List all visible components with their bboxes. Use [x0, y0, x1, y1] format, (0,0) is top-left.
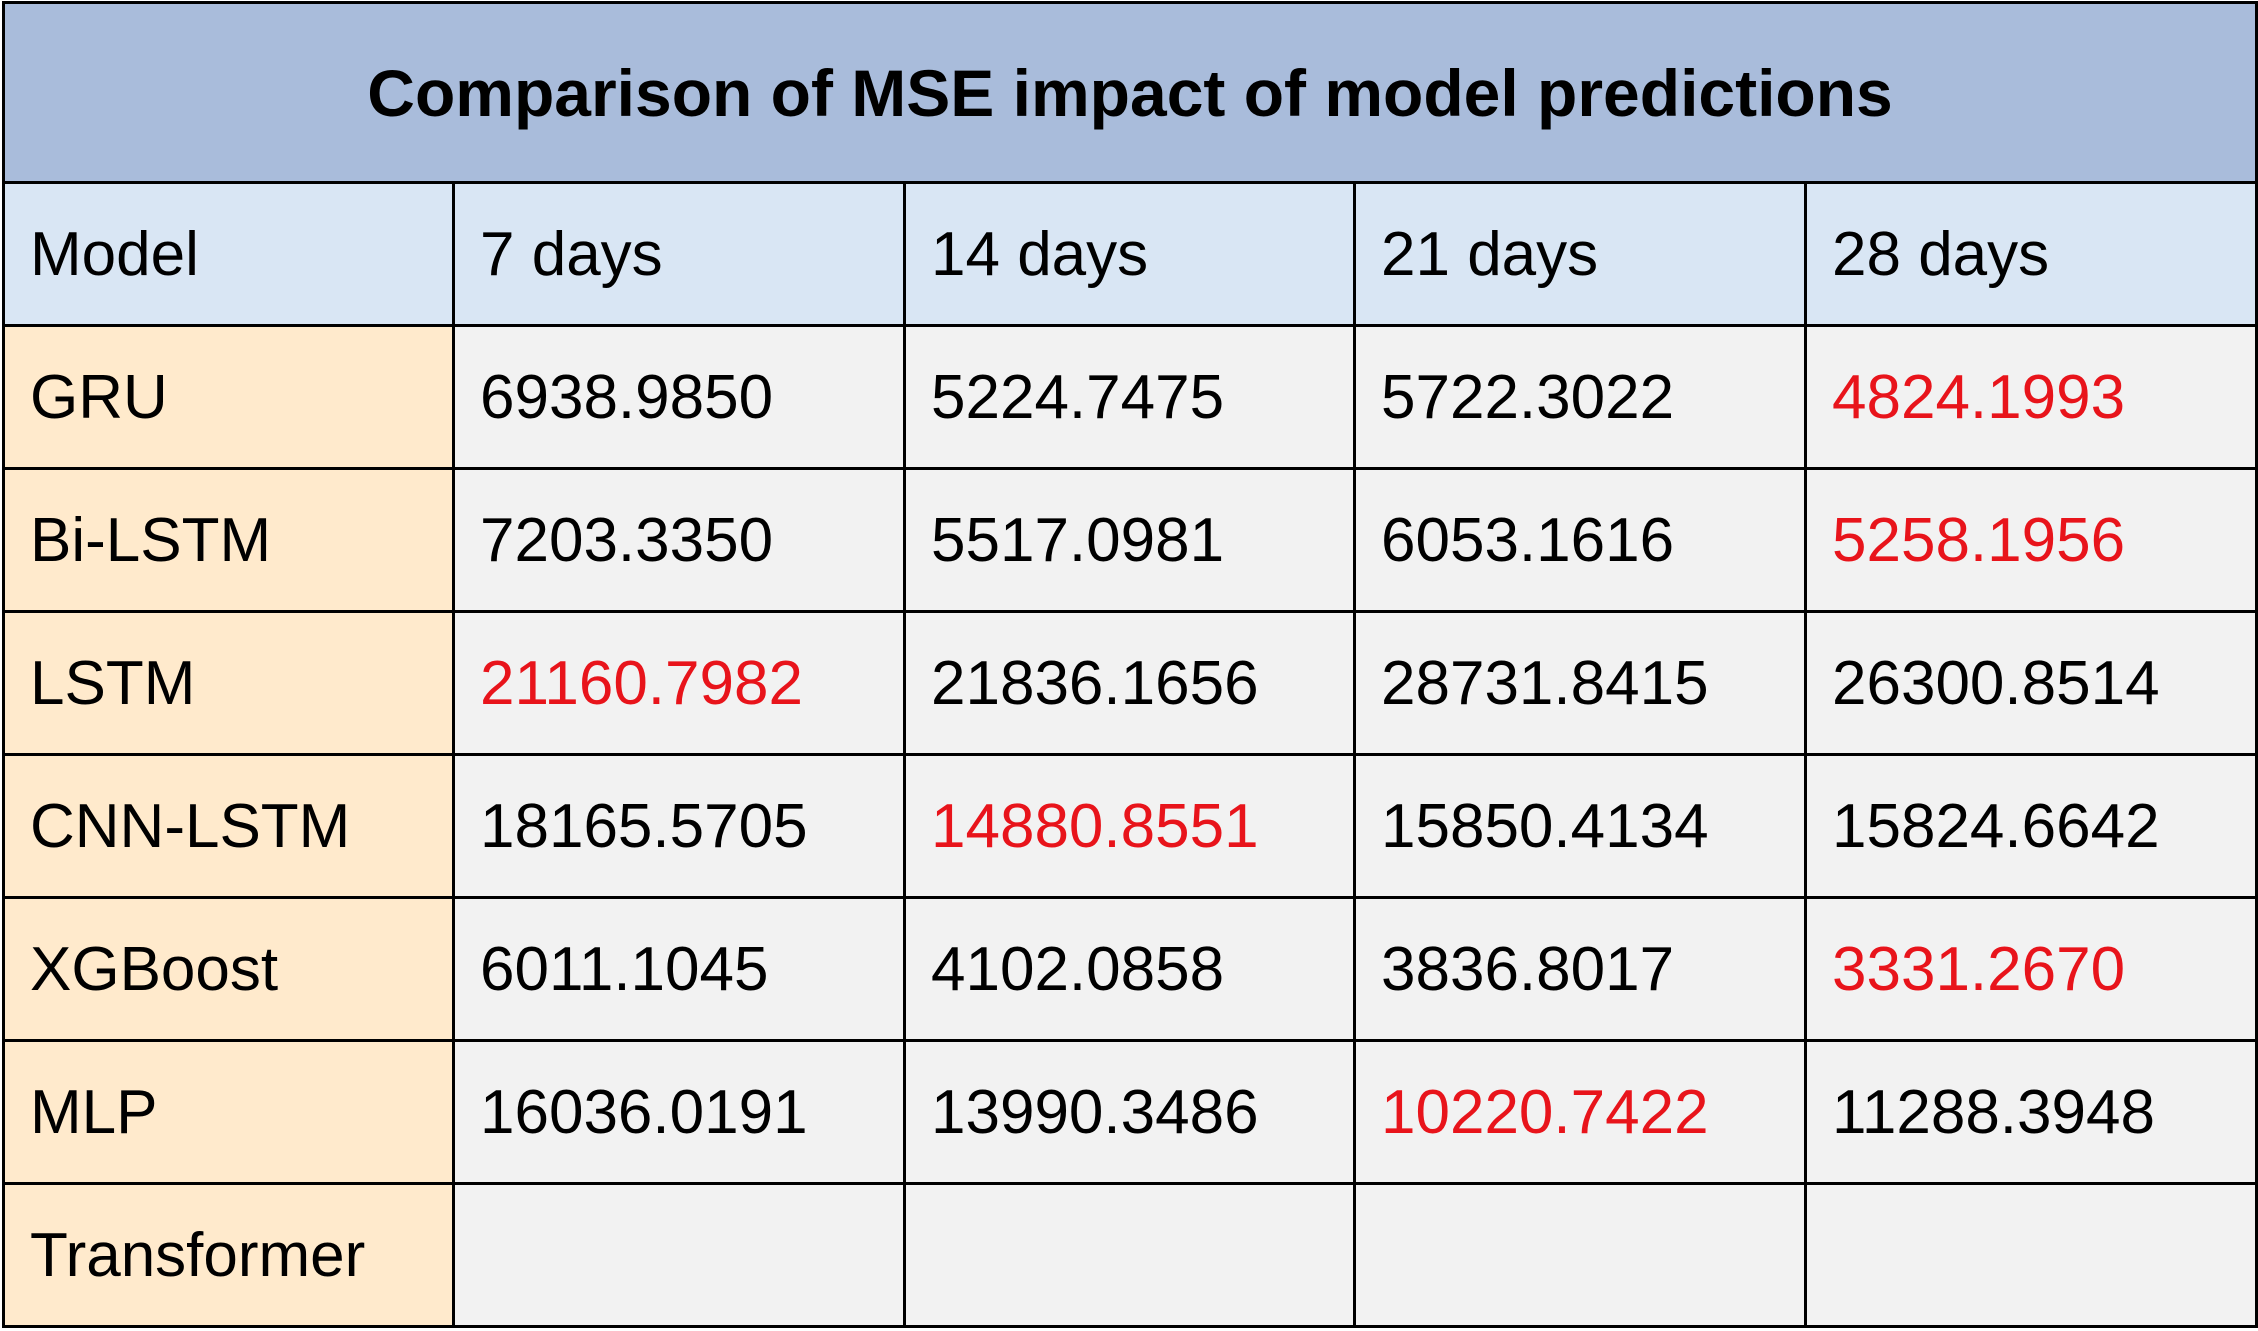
- model-name-cell: XGBoost: [2, 896, 455, 1042]
- mse-value-cell: 21160.7982: [452, 610, 906, 756]
- header-row: Model 7 days 14 days 21 days 28 days: [2, 181, 2258, 327]
- mse-value-cell: 7203.3350: [452, 467, 906, 613]
- mse-value-cell: 6053.1616: [1353, 467, 1807, 613]
- mse-value-cell: 5722.3022: [1353, 324, 1807, 470]
- mse-value-cell: 4102.0858: [903, 896, 1356, 1042]
- mse-value-cell: 11288.3948: [1803, 1039, 2258, 1185]
- mse-value-cell: 3331.2670: [1803, 896, 2258, 1042]
- model-name-cell: MLP: [2, 1039, 455, 1185]
- mse-value-cell: 21836.1656: [903, 610, 1356, 756]
- model-name-cell: Transformer: [2, 1182, 455, 1328]
- mse-value-cell: 28731.8415: [1353, 610, 1807, 756]
- mse-value-cell: 18165.5705: [452, 753, 906, 899]
- table-row: CNN-LSTM 18165.5705 14880.8551 15850.4134 15…: [2, 753, 2258, 899]
- header-14-days: 14 days: [903, 181, 1356, 327]
- table-row: XGBoost 6011.1045 4102.0858 3836.8017 3331.2…: [2, 896, 2258, 1042]
- mse-value-cell: 16036.0191: [452, 1039, 906, 1185]
- header-28-days: 28 days: [1803, 181, 2258, 327]
- mse-value-cell: 10220.7422: [1353, 1039, 1807, 1185]
- mse-value-cell: 5224.7475: [903, 324, 1356, 470]
- model-name-cell: GRU: [2, 324, 455, 470]
- table-row: LSTM 21160.7982 21836.1656 28731.8415 26300.…: [2, 610, 2258, 756]
- header-model: Model: [2, 181, 455, 327]
- mse-value-cell: 13990.3486: [903, 1039, 1356, 1185]
- table-row: GRU 6938.9850 5224.7475 5722.3022 4824.1993: [2, 324, 2258, 470]
- mse-value-cell: 5517.0981: [903, 467, 1356, 613]
- mse-value-cell: 5258.1956: [1803, 467, 2258, 613]
- model-name-cell: CNN-LSTM: [2, 753, 455, 899]
- mse-value-cell: [452, 1182, 906, 1328]
- table-row: MLP 16036.0191 13990.3486 10220.7422 11288.3…: [2, 1039, 2258, 1185]
- mse-value-cell: [1353, 1182, 1807, 1328]
- table-row: Bi-LSTM 7203.3350 5517.0981 6053.1616 5258.1…: [2, 467, 2258, 613]
- model-name-cell: Bi-LSTM: [2, 467, 455, 613]
- mse-value-cell: 15824.6642: [1803, 753, 2258, 899]
- mse-value-cell: [1803, 1182, 2258, 1328]
- mse-value-cell: 15850.4134: [1353, 753, 1807, 899]
- mse-value-cell: 3836.8017: [1353, 896, 1807, 1042]
- mse-value-cell: 26300.8514: [1803, 610, 2258, 756]
- mse-value-cell: 14880.8551: [903, 753, 1356, 899]
- mse-value-cell: 6938.9850: [452, 324, 906, 470]
- mse-value-cell: 4824.1993: [1803, 324, 2258, 470]
- title-row: Comparison of MSE impact of model predic…: [1, 1, 2258, 184]
- header-21-days: 21 days: [1353, 181, 1807, 327]
- table-row: Transformer: [2, 1182, 2258, 1328]
- model-name-cell: LSTM: [2, 610, 455, 756]
- mse-value-cell: [903, 1182, 1356, 1328]
- header-7-days: 7 days: [452, 181, 906, 327]
- table-body: GRU 6938.9850 5224.7475 5722.3022 4824.1993 B…: [2, 324, 2258, 1328]
- mse-value-cell: 6011.1045: [452, 896, 906, 1042]
- table-title: Comparison of MSE impact of model predic…: [1, 1, 2258, 184]
